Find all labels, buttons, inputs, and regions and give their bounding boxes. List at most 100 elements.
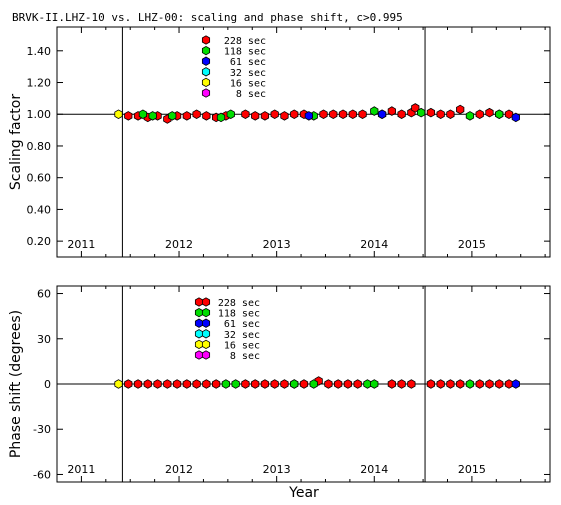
y-tick-label: 1.00 <box>27 108 52 121</box>
legend-label: 8 sec <box>230 351 260 362</box>
data-point <box>387 379 396 389</box>
data-point <box>143 379 152 389</box>
data-point <box>241 109 250 120</box>
x-tick-label: 2014 <box>360 463 388 476</box>
legend-label: 118 sec <box>224 47 266 58</box>
legend-marker <box>201 339 211 350</box>
legend-label: 61 sec <box>224 319 260 330</box>
data-point <box>299 379 309 389</box>
data-point <box>192 109 201 120</box>
legend-marker <box>194 307 204 318</box>
y-tick-label: 0 <box>44 378 51 391</box>
data-point <box>446 379 455 389</box>
data-point <box>397 379 406 389</box>
data-point <box>114 109 123 120</box>
data-point <box>290 379 299 389</box>
scaling-factor-panel: 0.20 0.40 0.60 0.80 1.00 1.20 1.40 2011 2012 2013… <box>8 26 551 258</box>
x-tick-label: 2011 <box>67 238 95 251</box>
data-point <box>363 379 372 389</box>
legend-marker <box>201 35 211 45</box>
data-point <box>226 109 235 120</box>
data-point <box>138 109 148 120</box>
data-point <box>270 379 279 389</box>
legend-marker <box>201 77 211 88</box>
data-point <box>426 379 436 389</box>
x-tick-label: 2011 <box>67 463 95 476</box>
data-point <box>343 379 353 389</box>
phase-shift-panel: -60 -30 0 30 60 2011 2012 2013 2014 2015 Phase shi… <box>8 285 551 483</box>
legend-marker <box>201 329 211 339</box>
data-point <box>397 109 406 120</box>
legend-label: 32 sec <box>230 68 266 79</box>
data-point <box>436 109 445 120</box>
data-point <box>260 111 270 121</box>
data-point <box>353 379 362 389</box>
data-point <box>475 109 484 120</box>
data-point <box>231 379 240 389</box>
data-point <box>202 379 211 389</box>
data-point <box>465 379 475 389</box>
data-point <box>436 379 445 389</box>
data-point <box>511 379 520 389</box>
legend-marker <box>201 307 211 318</box>
data-point <box>446 109 455 120</box>
data-point <box>309 379 318 389</box>
data-point <box>511 112 520 123</box>
y-axis-label: Scaling factor <box>8 94 24 190</box>
data-point <box>290 109 299 120</box>
data-point <box>504 379 514 389</box>
legend-marker <box>194 297 204 307</box>
data-point <box>456 379 465 389</box>
data-point <box>358 109 367 120</box>
legend-label: 61 sec <box>230 57 266 68</box>
data-point <box>148 111 157 121</box>
x-tick-label: 2013 <box>263 238 291 251</box>
data-point <box>411 103 420 113</box>
y-tick-label: 1.40 <box>27 45 52 58</box>
data-point <box>456 104 465 115</box>
data-point <box>377 109 387 120</box>
data-point <box>495 379 504 389</box>
y-tick-label: 60 <box>37 288 51 301</box>
data-point <box>124 379 133 389</box>
legend-marker <box>201 56 211 66</box>
legend-marker <box>201 350 211 360</box>
data-point <box>251 111 260 121</box>
data-point <box>334 379 343 389</box>
legend-marker <box>201 88 211 98</box>
y-tick-label: -60 <box>33 468 51 481</box>
data-point <box>485 379 494 389</box>
data-point <box>221 379 231 389</box>
data-point <box>124 111 133 121</box>
y-tick-label: -30 <box>33 423 51 436</box>
data-point <box>475 379 484 389</box>
x-tick-label: 2015 <box>458 463 486 476</box>
y-tick-label: 1.20 <box>27 77 52 90</box>
legend-label: 8 sec <box>236 89 266 100</box>
data-point <box>417 107 426 118</box>
data-point <box>260 379 270 389</box>
x-tick-label: 2012 <box>165 463 193 476</box>
data-point <box>212 379 221 389</box>
data-point <box>304 111 313 121</box>
legend-marker <box>201 67 211 77</box>
data-point <box>114 379 123 389</box>
data-point <box>280 379 289 389</box>
data-point <box>465 111 475 121</box>
x-tick-label: 2013 <box>263 463 291 476</box>
data-point <box>387 106 396 116</box>
legend-label: 16 sec <box>224 340 260 351</box>
legend-marker <box>201 297 211 307</box>
data-point <box>133 379 143 389</box>
data-point <box>192 379 201 389</box>
data-point <box>202 111 211 121</box>
y-axis-label: Phase shift (degrees) <box>8 310 24 458</box>
legend-marker <box>194 339 204 350</box>
legend-marker <box>194 318 204 328</box>
data-point <box>153 379 162 389</box>
data-point <box>163 379 172 389</box>
data-point <box>504 109 514 120</box>
data-point <box>280 111 289 121</box>
legend-label: 32 sec <box>224 330 260 341</box>
